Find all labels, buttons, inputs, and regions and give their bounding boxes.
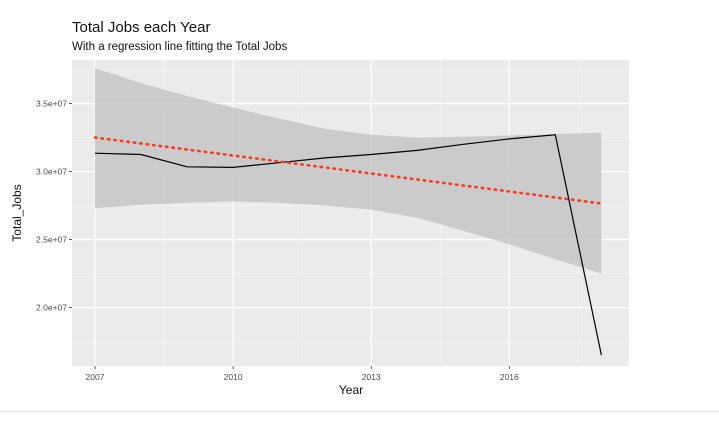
chart-subtitle: With a regression line fitting the Total…: [72, 41, 287, 53]
y-axis-title: Total_Jobs: [10, 184, 24, 241]
x-axis-title: Year: [339, 383, 363, 397]
x-tick-label: 2007: [86, 372, 105, 382]
regression-line: [93, 136, 603, 205]
y-tick-label: 3.0e+07: [36, 167, 67, 177]
x-axis: 2007 2010 2013 2016: [86, 366, 519, 382]
y-tick-label: 2.5e+07: [36, 235, 67, 245]
data-line: [94, 134, 602, 356]
y-tick-label: 3.5e+07: [36, 99, 67, 109]
x-tick-label: 2010: [224, 372, 243, 382]
x-tick-label: 2013: [362, 372, 381, 382]
chart-title: Total Jobs each Year: [72, 19, 210, 36]
divider: [0, 411, 719, 412]
x-tick-label: 2016: [500, 372, 519, 382]
y-tick-label: 2.0e+07: [36, 303, 67, 313]
y-axis: 2.0e+07 2.5e+07 3.0e+07 3.5e+07: [36, 99, 72, 313]
